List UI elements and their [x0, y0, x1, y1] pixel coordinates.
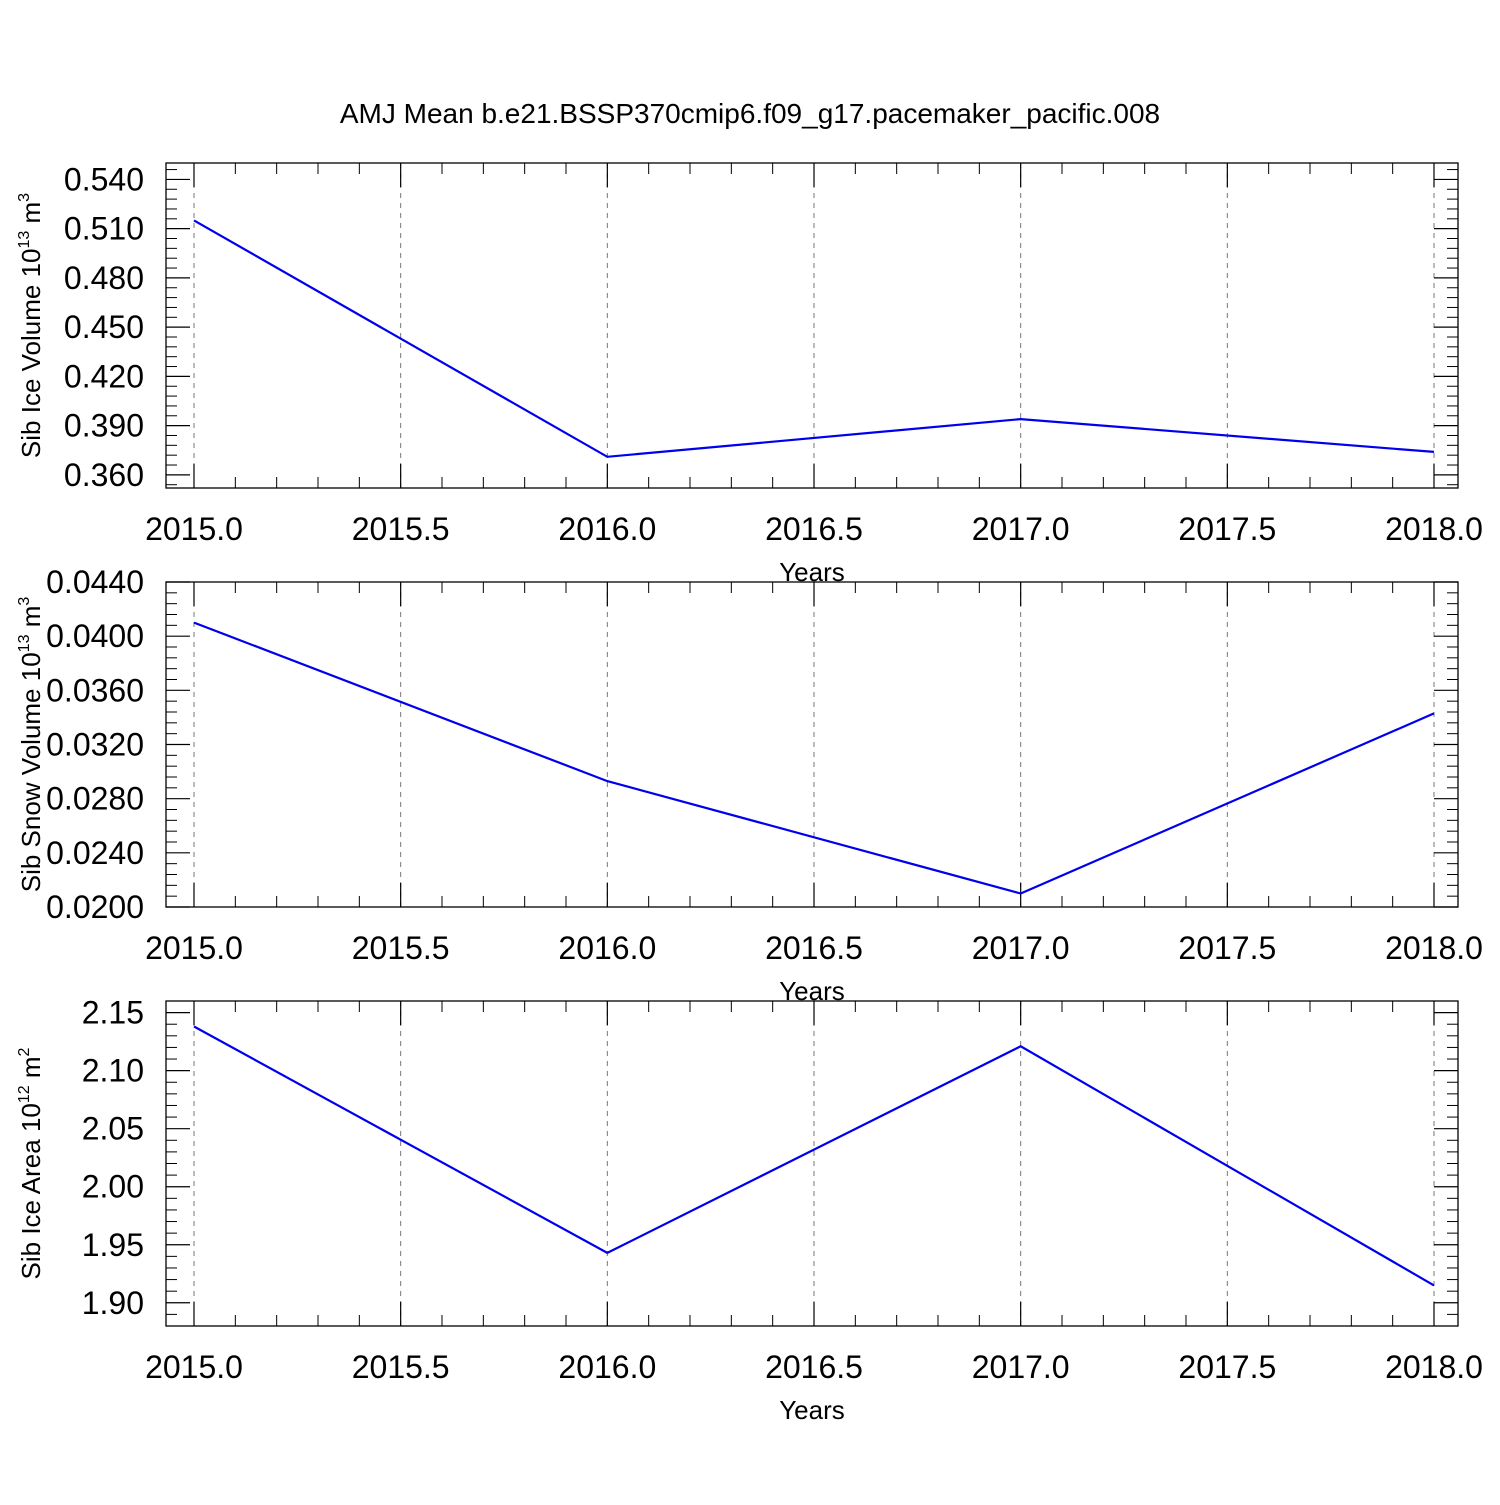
y-axis-label: Sib Snow Volume 1013 m3 — [16, 597, 46, 893]
x-tick-label: 2017.5 — [1178, 511, 1276, 547]
x-tick-label: 2016.5 — [765, 1349, 863, 1385]
y-tick-label: 0.0440 — [46, 564, 144, 600]
x-tick-label: 2016.5 — [765, 511, 863, 547]
y-tick-label: 2.00 — [82, 1169, 144, 1205]
x-tick-label: 2017.0 — [972, 1349, 1070, 1385]
y-axis-label: Sib Ice Volume 1013 m3 — [16, 193, 46, 458]
x-tick-label: 2017.0 — [972, 511, 1070, 547]
y-tick-label: 1.95 — [82, 1227, 144, 1263]
y-tick-label: 0.0320 — [46, 727, 144, 763]
x-tick-label: 2016.0 — [558, 511, 656, 547]
y-tick-label: 0.0400 — [46, 618, 144, 654]
y-tick-label: 2.05 — [82, 1111, 144, 1147]
x-tick-label: 2015.0 — [145, 511, 243, 547]
y-tick-label: 0.360 — [64, 457, 144, 493]
x-tick-label: 2016.0 — [558, 930, 656, 966]
x-tick-label: 2018.0 — [1385, 1349, 1483, 1385]
x-tick-label: 2018.0 — [1385, 511, 1483, 547]
chart-panel-2: 2015.0 2015.5 2016.0 2016.5 2017.0 2017.5 2018… — [16, 564, 1483, 1006]
x-tick-label: 2017.5 — [1178, 930, 1276, 966]
y-tick-label: 0.480 — [64, 260, 144, 296]
y-tick-label: 2.15 — [82, 995, 144, 1031]
y-tick-label: 0.0240 — [46, 835, 144, 871]
plot-frame — [166, 582, 1458, 907]
x-tick-label: 2016.0 — [558, 1349, 656, 1385]
x-tick-label: 2017.0 — [972, 930, 1070, 966]
y-tick-label: 0.0360 — [46, 672, 144, 708]
plot-frame — [166, 1001, 1458, 1326]
x-tick-label: 2015.0 — [145, 930, 243, 966]
y-tick-label: 0.0200 — [46, 889, 144, 925]
chart-panel-3: 2015.0 2015.5 2016.0 2016.5 2017.0 2017.5 2018… — [16, 995, 1483, 1425]
chart-panel-1: 2015.0 2015.5 2016.0 2016.5 2017.0 2017.5 2018… — [16, 161, 1483, 587]
y-tick-label: 2.10 — [82, 1053, 144, 1089]
x-tick-label: 2016.5 — [765, 930, 863, 966]
y-tick-label: 0.390 — [64, 408, 144, 444]
x-tick-label: 2015.0 — [145, 1349, 243, 1385]
y-tick-label: 1.90 — [82, 1285, 144, 1321]
x-tick-label: 2015.5 — [352, 930, 450, 966]
y-tick-label: 0.420 — [64, 358, 144, 394]
x-tick-label: 2018.0 — [1385, 930, 1483, 966]
y-axis-label: Sib Ice Area 1012 m2 — [16, 1047, 46, 1279]
x-axis-label: Years — [779, 1395, 845, 1425]
y-tick-label: 0.510 — [64, 211, 144, 247]
x-tick-label: 2015.5 — [352, 1349, 450, 1385]
figure-title: AMJ Mean b.e21.BSSP370cmip6.f09_g17.pace… — [0, 98, 1500, 130]
y-tick-label: 0.0280 — [46, 781, 144, 817]
x-tick-label: 2017.5 — [1178, 1349, 1276, 1385]
x-tick-label: 2015.5 — [352, 511, 450, 547]
y-tick-label: 0.540 — [64, 161, 144, 197]
y-tick-label: 0.450 — [64, 309, 144, 345]
